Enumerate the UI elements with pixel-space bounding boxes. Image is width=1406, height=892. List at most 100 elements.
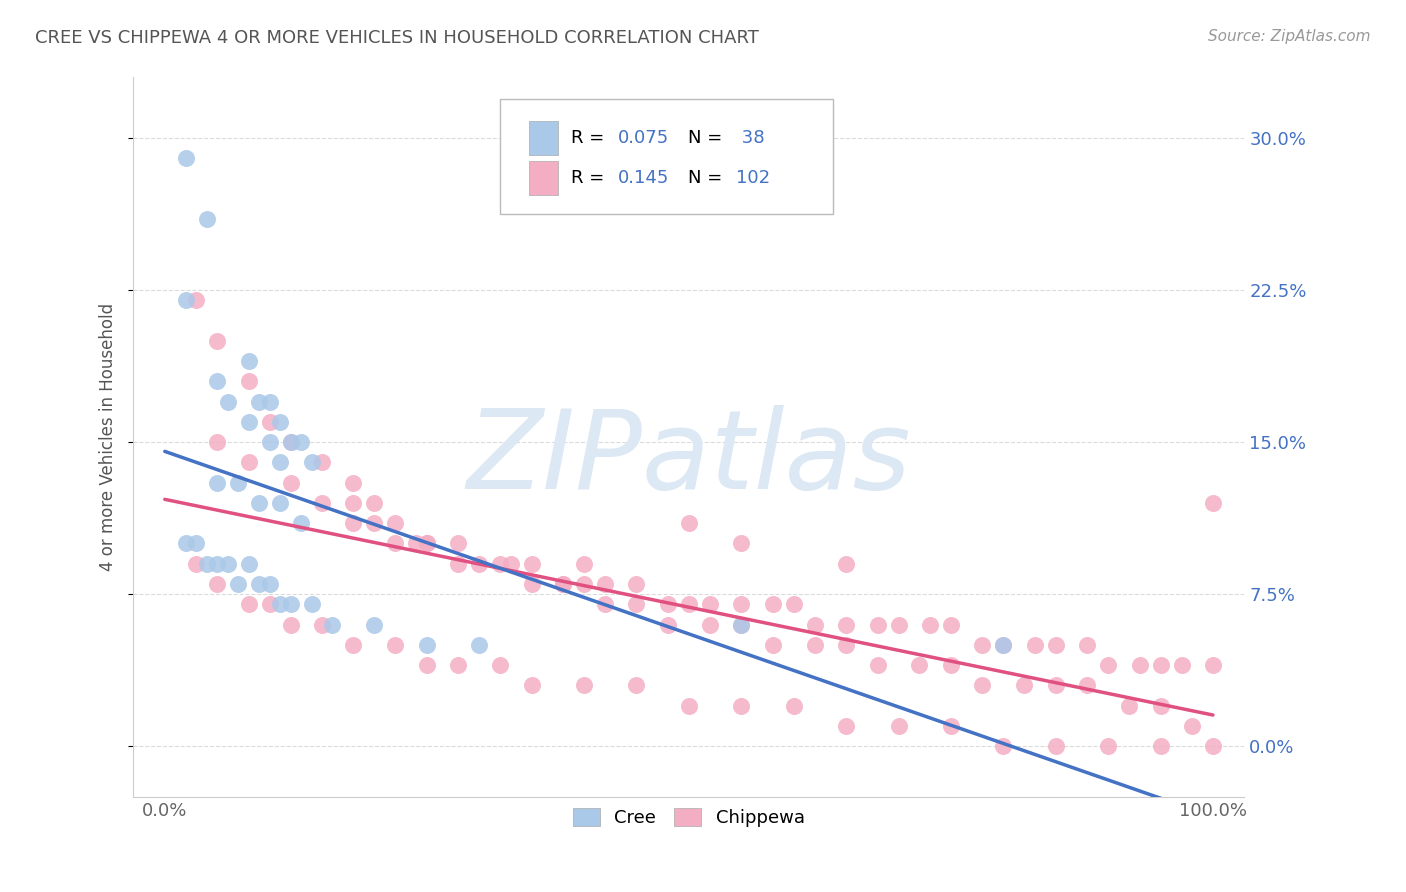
Point — [280, 435, 302, 450]
Point — [174, 536, 197, 550]
Point — [593, 597, 616, 611]
Point — [195, 212, 218, 227]
Point — [803, 638, 825, 652]
Point — [520, 577, 543, 591]
Text: 0.075: 0.075 — [617, 128, 669, 147]
Point — [730, 617, 752, 632]
Point — [238, 354, 260, 368]
Point — [290, 435, 312, 450]
Point — [342, 638, 364, 652]
Point — [259, 577, 281, 591]
Point — [730, 617, 752, 632]
Point — [217, 557, 239, 571]
Point — [269, 597, 291, 611]
Point — [259, 415, 281, 429]
Point — [782, 597, 804, 611]
Point — [1024, 638, 1046, 652]
Point — [416, 638, 439, 652]
Point — [499, 557, 522, 571]
Point — [678, 597, 700, 611]
Point — [205, 577, 228, 591]
Point — [280, 597, 302, 611]
Point — [572, 557, 595, 571]
Point — [762, 638, 785, 652]
Point — [174, 152, 197, 166]
Point — [1202, 658, 1225, 673]
Bar — [529, 120, 558, 155]
Point — [205, 375, 228, 389]
Point — [866, 658, 889, 673]
Point — [887, 617, 910, 632]
Point — [1149, 739, 1171, 753]
Point — [269, 455, 291, 469]
Point — [918, 617, 941, 632]
Point — [301, 597, 323, 611]
Point — [280, 435, 302, 450]
Point — [657, 597, 679, 611]
Point — [1170, 658, 1192, 673]
Point — [384, 516, 406, 531]
Point — [993, 638, 1015, 652]
Point — [1202, 496, 1225, 510]
Point — [238, 415, 260, 429]
Point — [1149, 698, 1171, 713]
Point — [572, 678, 595, 692]
Text: 38: 38 — [735, 128, 763, 147]
Point — [835, 638, 858, 652]
Point — [363, 496, 385, 510]
Text: N =: N = — [688, 169, 728, 187]
Point — [280, 475, 302, 490]
Point — [384, 638, 406, 652]
Point — [205, 557, 228, 571]
Point — [1045, 678, 1067, 692]
Point — [835, 617, 858, 632]
Point — [993, 739, 1015, 753]
Point — [363, 617, 385, 632]
Point — [939, 617, 962, 632]
Point — [835, 557, 858, 571]
Point — [520, 557, 543, 571]
Point — [1202, 739, 1225, 753]
Text: R =: R = — [571, 169, 610, 187]
Point — [626, 597, 648, 611]
Point — [972, 678, 994, 692]
Point — [205, 435, 228, 450]
Point — [217, 394, 239, 409]
Point — [416, 536, 439, 550]
Point — [311, 455, 333, 469]
Point — [384, 536, 406, 550]
Point — [174, 293, 197, 308]
Point — [1118, 698, 1140, 713]
Point — [1076, 638, 1098, 652]
Point — [1097, 658, 1119, 673]
Point — [908, 658, 931, 673]
Point — [939, 719, 962, 733]
Point — [489, 658, 512, 673]
Text: 0.145: 0.145 — [617, 169, 669, 187]
Point — [311, 617, 333, 632]
Point — [205, 475, 228, 490]
Point — [342, 496, 364, 510]
Point — [730, 597, 752, 611]
Point — [269, 415, 291, 429]
Text: ZIPatlas: ZIPatlas — [467, 405, 911, 512]
Legend: Cree, Chippewa: Cree, Chippewa — [565, 801, 813, 835]
Point — [186, 293, 208, 308]
Point — [238, 557, 260, 571]
Text: R =: R = — [571, 128, 610, 147]
Point — [1097, 739, 1119, 753]
Point — [939, 658, 962, 673]
Point — [195, 557, 218, 571]
Point — [972, 638, 994, 652]
Point — [887, 719, 910, 733]
Point — [247, 577, 270, 591]
Point — [290, 516, 312, 531]
Point — [993, 638, 1015, 652]
Point — [551, 577, 574, 591]
Point — [489, 557, 512, 571]
Point — [321, 617, 343, 632]
Point — [280, 617, 302, 632]
Point — [1076, 678, 1098, 692]
Bar — [529, 161, 558, 195]
Point — [803, 617, 825, 632]
